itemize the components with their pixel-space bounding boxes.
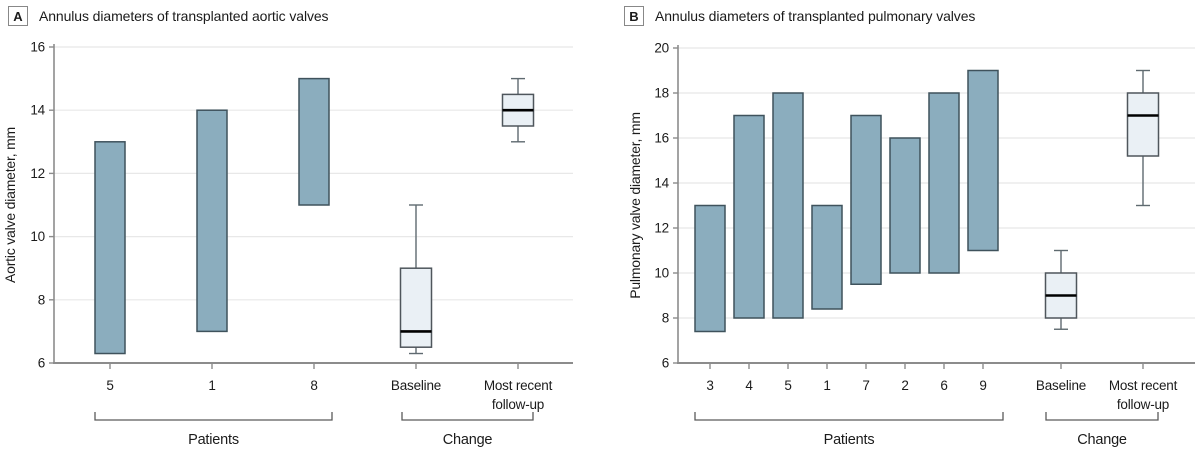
y-tick-label: 10 [30, 229, 45, 244]
x-category-label: Most recent [1109, 378, 1178, 393]
y-tick-label: 18 [654, 86, 669, 101]
x-category-label: 4 [745, 378, 753, 393]
group-label: Change [1077, 432, 1127, 448]
range-bar-patient-1 [196, 109, 228, 333]
range-bar-patient-7 [850, 114, 882, 285]
boxplot-box-baseline [399, 267, 433, 348]
y-tick-label: 8 [38, 292, 45, 307]
group-label: Change [443, 432, 493, 448]
x-category-label: 5 [784, 378, 791, 393]
x-category-label: follow-up [492, 397, 544, 412]
x-category-label: 3 [706, 378, 713, 393]
y-axis-title: Pulmonary valve diameter, mm [627, 112, 643, 299]
group-label: Patients [824, 432, 875, 448]
x-category-label: Most recent [484, 378, 553, 393]
x-category-label: follow-up [1117, 397, 1169, 412]
range-bar-patient-6 [928, 92, 960, 274]
x-category-label: Baseline [1036, 378, 1086, 393]
x-category-label: 7 [862, 378, 869, 393]
panel-b-chart: 6 8 10 12 14 16 18 20 3 4 5 1 7 2 6 9 Baseline Most recen… [627, 41, 1195, 448]
y-tick-label: 8 [662, 311, 669, 326]
y-tick-label: 6 [38, 356, 45, 371]
group-bracket [94, 412, 333, 421]
y-tick-label: 16 [654, 131, 669, 146]
x-category-label: 1 [823, 378, 830, 393]
x-category-label: 1 [208, 378, 215, 393]
range-bar-patient-8 [298, 77, 330, 206]
y-tick-label: 6 [662, 356, 669, 371]
range-bar-patient-2 [889, 137, 921, 274]
x-category-label: 9 [979, 378, 986, 393]
y-tick-label: 16 [30, 40, 45, 55]
y-tick-label: 12 [30, 166, 45, 181]
panel-a-chart: 6 8 10 12 14 16 5 1 8 Baseline Most recent follow-u… [2, 40, 573, 448]
range-bar-patient-5 [772, 92, 804, 319]
range-bar-patient-9 [967, 69, 999, 252]
y-axis-title: Aortic valve diameter, mm [2, 127, 18, 283]
y-tick-label: 14 [30, 103, 45, 118]
x-category-label: Baseline [391, 378, 441, 393]
group-bracket [401, 412, 534, 421]
group-bracket [694, 412, 1004, 421]
y-tick-label: 14 [654, 176, 669, 191]
group-bracket [1045, 412, 1159, 421]
boxplot-box-follow-up [1126, 92, 1160, 157]
x-category-label: 5 [106, 378, 113, 393]
x-category-label: 6 [940, 378, 947, 393]
y-tick-label: 20 [654, 41, 669, 56]
panel-b-letter-badge: B [624, 6, 644, 26]
range-bar-patient-1 [811, 204, 843, 310]
range-bar-patient-3 [694, 204, 726, 333]
x-category-label: 2 [901, 378, 908, 393]
panel-a: A Annulus diameters of transplanted aort… [2, 6, 573, 448]
y-tick-label: 10 [654, 266, 669, 281]
panel-b-header: B Annulus diameters of transplanted pulm… [624, 6, 975, 26]
x-category-label: 8 [310, 378, 317, 393]
y-tick-label: 12 [654, 221, 669, 236]
panel-a-header: A Annulus diameters of transplanted aort… [8, 6, 329, 26]
panel-b: B Annulus diameters of transplanted pulm… [600, 0, 1200, 453]
panel-a-letter-badge: A [8, 6, 28, 26]
range-bar-patient-4 [733, 114, 765, 319]
panel-b-title: Annulus diameters of transplanted pulmon… [655, 8, 976, 24]
range-bar-patient-5 [94, 141, 126, 355]
group-label: Patients [188, 432, 239, 448]
panel-a-title: Annulus diameters of transplanted aortic… [39, 8, 329, 24]
